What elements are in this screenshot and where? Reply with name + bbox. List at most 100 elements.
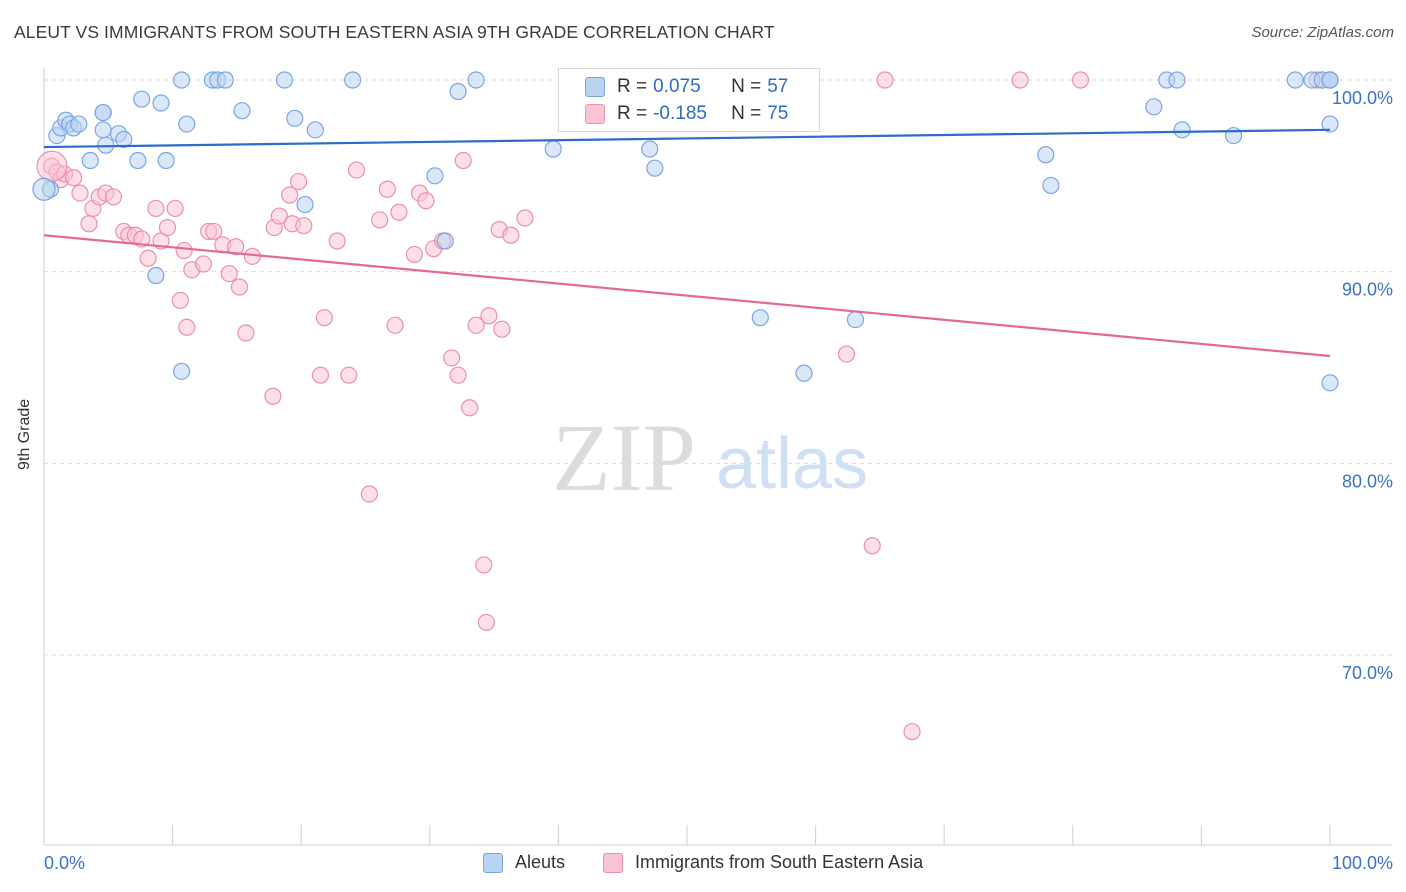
legend-n-value: 57 xyxy=(767,76,789,97)
immigrants-point xyxy=(147,199,165,218)
aleuts-point xyxy=(1286,71,1304,89)
series-immigrants-points xyxy=(36,71,1339,741)
watermark: ZIP atlas xyxy=(552,404,868,511)
immigrants-point xyxy=(71,184,89,202)
legend-row-aleuts: R = 0.075 N = 57 xyxy=(585,74,788,100)
aleuts-point xyxy=(1037,146,1055,164)
y-tick-label: 80.0% xyxy=(1342,471,1393,491)
bottom-legend-swatch-pink xyxy=(603,852,623,873)
immigrants-point xyxy=(467,316,485,334)
aleuts-point xyxy=(178,115,196,133)
immigrants-point xyxy=(171,291,189,310)
immigrants-point xyxy=(328,232,346,250)
aleuts-point xyxy=(157,151,175,170)
trend-lines xyxy=(43,128,1331,358)
legend-row-immigrants: R = -0.185 N = 75 xyxy=(585,101,788,127)
x-tick-label-max: 100.0% xyxy=(1332,853,1393,873)
immigrants-point xyxy=(493,320,511,338)
immigrants-point xyxy=(863,537,881,555)
immigrants-point xyxy=(139,249,157,267)
aleuts-point xyxy=(133,90,151,108)
immigrants-point xyxy=(480,307,498,325)
aleuts-point xyxy=(296,195,314,214)
immigrants-point xyxy=(205,222,223,241)
immigrants-point xyxy=(1071,71,1090,89)
immigrants-point xyxy=(315,309,333,327)
immigrants-point xyxy=(449,366,467,384)
aleuts-point xyxy=(173,362,191,380)
legend-swatch-blue xyxy=(585,77,605,97)
bottom-legend-immigrants: Immigrants from South Eastern Asia xyxy=(603,852,923,873)
bottom-legend: Aleuts Immigrants from South Eastern Asi… xyxy=(0,852,1406,878)
bottom-legend-label: Immigrants from South Eastern Asia xyxy=(635,852,924,872)
immigrants-point xyxy=(443,349,461,367)
immigrants-point xyxy=(311,366,330,384)
aleuts-point xyxy=(286,109,304,127)
immigrants-point xyxy=(461,399,479,417)
immigrants-point xyxy=(220,264,238,283)
immigrants-point xyxy=(390,203,408,221)
immigrants-point xyxy=(502,226,520,244)
legend-r-label: R = xyxy=(617,76,648,97)
immigrants-point xyxy=(194,255,213,273)
immigrants-point xyxy=(405,245,423,264)
chart-title: ALEUT VS IMMIGRANTS FROM SOUTH EASTERN A… xyxy=(14,22,775,42)
aleuts-point xyxy=(1321,374,1339,392)
immigrants-point xyxy=(295,217,313,235)
aleuts-point xyxy=(233,102,251,120)
series-aleuts-points xyxy=(32,71,1339,392)
immigrants-point xyxy=(237,324,255,342)
aleuts-point xyxy=(1042,176,1060,195)
immigrants-point xyxy=(158,218,177,237)
aleuts-point xyxy=(751,309,769,327)
immigrants-point xyxy=(454,151,472,170)
watermark-zip: ZIP xyxy=(552,404,696,511)
aleuts-point xyxy=(1168,71,1186,89)
aleuts-point xyxy=(436,232,454,250)
immigrants-point xyxy=(417,192,435,210)
legend-r-value: 0.075 xyxy=(653,76,701,97)
bottom-legend-label: Aleuts xyxy=(515,852,566,872)
aleuts-point xyxy=(544,140,562,158)
immigrants-point xyxy=(1011,71,1029,89)
immigrants-point xyxy=(378,180,396,198)
immigrants-point xyxy=(347,161,366,179)
bottom-legend-swatch-blue xyxy=(483,852,503,873)
immigrants-point xyxy=(516,209,534,227)
source-label: Source: ZipAtlas.com xyxy=(1251,24,1394,41)
immigrants-point xyxy=(360,485,378,503)
aleuts-point xyxy=(94,103,112,122)
aleuts-point xyxy=(449,82,467,101)
legend-r-value: -0.185 xyxy=(653,103,707,124)
immigrants-point xyxy=(227,238,245,256)
immigrants-point xyxy=(903,723,921,741)
aleuts-point xyxy=(846,310,865,329)
aleuts-point xyxy=(115,130,133,149)
aleuts-point xyxy=(1321,71,1339,89)
aleuts-point xyxy=(173,71,191,89)
aleuts-point xyxy=(795,364,813,382)
legend-r-label: R = xyxy=(617,103,648,124)
aleuts-point xyxy=(275,71,294,89)
immigrants-point xyxy=(270,207,288,225)
x-tick-label-min: 0.0% xyxy=(44,853,85,873)
aleuts-point xyxy=(70,115,88,133)
watermark-atlas: atlas xyxy=(716,424,868,504)
bottom-legend-aleuts: Aleuts xyxy=(483,852,565,873)
y-tick-label: 100.0% xyxy=(1332,88,1393,108)
aleuts-point xyxy=(129,151,147,170)
immigrants-point xyxy=(80,215,98,233)
aleuts-point xyxy=(1173,121,1191,139)
tick-labels: 70.0% 80.0% 90.0% 100.0% 0.0% 100.0% xyxy=(44,88,1393,873)
aleuts-point xyxy=(216,71,234,89)
immigrants-point xyxy=(64,169,83,187)
immigrants-point xyxy=(876,71,894,89)
legend-n-label: N = xyxy=(731,76,762,97)
aleuts-point xyxy=(646,159,664,177)
immigrants-point xyxy=(230,278,249,296)
immigrants-point-large xyxy=(36,150,68,182)
aleuts-point xyxy=(94,121,112,139)
legend-n-value: 75 xyxy=(767,103,789,124)
immigrants-point xyxy=(166,199,184,218)
